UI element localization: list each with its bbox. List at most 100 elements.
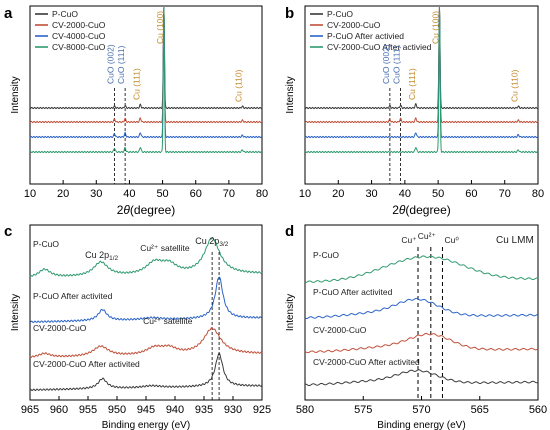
panel-title: Cu LMM [496, 235, 534, 246]
x-tick-label: 80 [532, 188, 544, 200]
series-line [304, 7, 539, 124]
x-tick-label: 30 [365, 188, 377, 200]
peak-annotation: Cu 2p3/2 [195, 236, 228, 248]
peak-annotation: Cu²⁺ satellite [140, 243, 190, 253]
legend-entry: CV-4000-CuO [52, 31, 106, 41]
series-line [304, 369, 539, 387]
x-tick-label: 40 [123, 188, 135, 200]
peak-annotation: CuO (111) [392, 45, 402, 84]
plot-frame [304, 5, 539, 185]
peak-annotation: CuO (002) [106, 44, 116, 84]
series-label: P-CuO [313, 250, 339, 260]
peak-annotation: Cu²⁺ satellite [143, 316, 193, 326]
series-line [304, 297, 539, 320]
series-label: P-CuO After activited [313, 287, 393, 297]
x-tick-label: 10 [299, 188, 311, 200]
x-tick-label: 960 [50, 404, 68, 416]
panel-b: b 10 20 30 40 50 60 70 80 2θ(degree) Intensity P-Cu… [285, 5, 544, 217]
legend-entry: P-CuO [52, 9, 78, 19]
series-line [29, 6, 263, 154]
x-tick-label: 950 [108, 404, 126, 416]
x-tick-label: 20 [57, 188, 69, 200]
y-axis-label: Intensity [285, 76, 296, 113]
y-axis-label: Intensity [10, 76, 21, 113]
x-tick-label: 40 [399, 188, 411, 200]
series-label: CV-2000-CuO After activited [33, 359, 140, 369]
y-axis-label: Intensity [10, 294, 21, 331]
legend-entry: CV-2000-CuO [52, 20, 106, 30]
x-tick-label: 945 [137, 404, 155, 416]
x-tick-label: 575 [354, 404, 372, 416]
x-tick-label: 560 [529, 404, 547, 416]
series-line [29, 352, 263, 392]
peak-annotation: Cu (110) [509, 69, 519, 102]
panel-letter: c [4, 223, 12, 240]
panel-d: d 580 575 570 565 560 Binding energy (eV) Inten… [285, 223, 547, 430]
x-tick-label: 940 [166, 404, 184, 416]
x-tick-label: 935 [195, 404, 213, 416]
x-tick-label: 10 [24, 188, 36, 200]
panel-letter: a [4, 5, 13, 22]
series-line [29, 7, 263, 124]
series-line [29, 276, 263, 324]
peak-annotation: CuO (111) [116, 45, 126, 84]
series-line [29, 327, 263, 358]
x-tick-label: 20 [332, 188, 344, 200]
series-line [304, 6, 539, 154]
legend-entry: CV-8000-CuO [52, 42, 106, 52]
peak-annotation: Cu (110) [233, 69, 243, 102]
x-tick-label: 930 [224, 404, 242, 416]
peak-annotation: Cu 2p1/2 [85, 250, 118, 262]
peak-annotation: Cu (111) [407, 68, 417, 100]
series-line [29, 236, 263, 277]
x-tick-label: 965 [21, 404, 39, 416]
x-tick-label: 60 [465, 188, 477, 200]
panel-letter: d [285, 223, 294, 240]
x-tick-label: 60 [190, 188, 202, 200]
panel-a: a 10 20 30 40 50 60 70 80 2θ(degree) Intensity P-Cu… [4, 5, 268, 217]
legend-entry: CV-2000-CuO After activied [327, 42, 432, 52]
x-tick-label: 580 [296, 404, 314, 416]
legend-entry: P-CuO [327, 9, 353, 19]
series-label: P-CuO After activited [33, 291, 113, 301]
peak-annotation: Cu (111) [131, 68, 141, 100]
series-label: CV-2000-CuO After activited [313, 357, 420, 367]
x-tick-label: 70 [223, 188, 235, 200]
series-line [29, 7, 263, 139]
x-tick-label: 50 [156, 188, 168, 200]
panel-letter: b [285, 5, 294, 22]
peak-annotation: Cu⁰ [444, 235, 459, 245]
x-axis-label: 2θ(degree) [117, 203, 176, 217]
x-tick-label: 30 [90, 188, 102, 200]
series-label: P-CuO [33, 239, 59, 249]
x-tick-label: 70 [499, 188, 511, 200]
x-tick-label: 570 [412, 404, 430, 416]
x-axis-label: Binding energy (eV) [102, 420, 190, 430]
peak-annotation: Cu⁺ [401, 235, 417, 245]
x-tick-label: 80 [256, 188, 268, 200]
y-axis-label: Intensity [285, 294, 296, 331]
peak-annotation: Cu (100) [155, 11, 165, 44]
series-label: CV-2000-CuO [33, 323, 87, 333]
series-line [304, 7, 539, 139]
series-line [304, 7, 539, 110]
x-tick-label: 565 [471, 404, 489, 416]
x-axis-label: Binding energy (eV) [377, 420, 465, 430]
plot-frame [304, 224, 539, 401]
series-label: CV-2000-CuO [313, 325, 367, 335]
series-line [29, 7, 263, 110]
plot-frame [29, 5, 263, 185]
panel-c: c 965 960 955 950 945 940 935 930 925 Binding ener… [4, 223, 271, 430]
x-tick-label: 50 [432, 188, 444, 200]
x-tick-label: 925 [253, 404, 271, 416]
x-axis-label: 2θ(degree) [392, 203, 451, 217]
peak-annotation: CuO (002) [381, 44, 391, 84]
legend-entry: CV-2000-CuO [327, 20, 381, 30]
legend-entry: P-CuO After activied [327, 31, 404, 41]
x-tick-label: 955 [79, 404, 97, 416]
series-line [304, 332, 539, 354]
peak-annotation: Cu (100) [430, 11, 440, 44]
series-line [304, 255, 539, 284]
peak-annotation: Cu²⁺ [418, 231, 437, 241]
